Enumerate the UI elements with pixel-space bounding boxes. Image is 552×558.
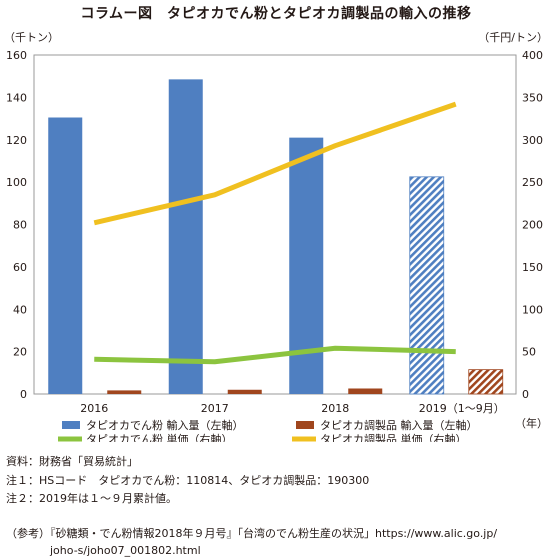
note-2019-period: 注２：2019年は１〜９月累計値。 (6, 492, 177, 505)
legend-swatch (296, 421, 314, 429)
bar-starch-volume (48, 117, 83, 395)
left-tick-label: 20 (13, 346, 27, 359)
bar-starch-volume (289, 137, 324, 394)
right-tick-label: 250 (522, 176, 543, 189)
left-tick-label: 140 (6, 91, 27, 104)
right-tick-label: 50 (522, 346, 536, 359)
left-tick-label: 0 (20, 388, 27, 401)
chart-title: コラムー図 タピオカでん粉とタピオカ調製品の輸入の推移 (80, 6, 472, 22)
x-tick-label: 2018 (321, 402, 349, 415)
reference-line-1: （参考）『砂糖類・でん粉情報2018年９月号』「台湾のでん粉生産の状況」http… (6, 527, 498, 540)
right-tick-label: 150 (522, 261, 543, 274)
x-tick-label: 2016 (80, 402, 108, 415)
bar-starch-volume (409, 176, 445, 395)
bar-prepared-volume (468, 369, 504, 395)
left-axis-unit: （千トン） (4, 31, 59, 44)
right-tick-label: 0 (522, 388, 529, 401)
left-tick-label: 160 (6, 49, 27, 62)
note-hs-code: 注１：HSコード タピオカでん粉：110814、タピオカ調製品：190300 (6, 474, 370, 487)
legend-label: タピオカ調製品 単価（右軸） (320, 432, 467, 442)
right-tick-label: 300 (522, 134, 543, 147)
legend-label: タピオカでん粉 単価（右軸） (86, 432, 233, 442)
right-tick-label: 200 (522, 219, 543, 232)
x-tick-label: 2017 (201, 402, 229, 415)
left-tick-label: 40 (13, 303, 27, 316)
right-tick-label: 400 (522, 49, 543, 62)
x-tick-label: 2019（1〜9月） (419, 402, 505, 415)
line-starch-price (94, 345, 456, 365)
chart: 0 20 40 60 80 100 120 140 160 0 50 100 150 200 250 300 3… (4, 31, 548, 442)
legend-swatch (62, 421, 80, 429)
legend-label: タピオカ調製品 輸入量（左軸） (320, 418, 478, 432)
plot-frame (33, 54, 517, 395)
source-note: 資料：財務省「貿易統計」 (6, 455, 138, 468)
left-tick-label: 60 (13, 261, 27, 274)
legend-label: タピオカでん粉 輸入量（左軸） (86, 418, 244, 432)
bar-prepared-volume (107, 390, 142, 394)
x-axis-unit: （年） (515, 416, 548, 430)
right-tick-label: 100 (522, 303, 543, 316)
reference-line-2: joho-s/joho07_001802.html (6, 544, 201, 557)
bar-prepared-volume (227, 389, 262, 394)
line-prepared-price (93, 101, 457, 226)
right-tick-label: 350 (522, 91, 543, 104)
left-tick-label: 120 (6, 134, 27, 147)
bar-prepared-volume (348, 388, 383, 394)
left-tick-label: 80 (13, 219, 27, 232)
bar-starch-volume (168, 79, 203, 394)
right-axis-unit: （千円/トン） (478, 31, 548, 44)
left-tick-label: 100 (6, 176, 27, 189)
